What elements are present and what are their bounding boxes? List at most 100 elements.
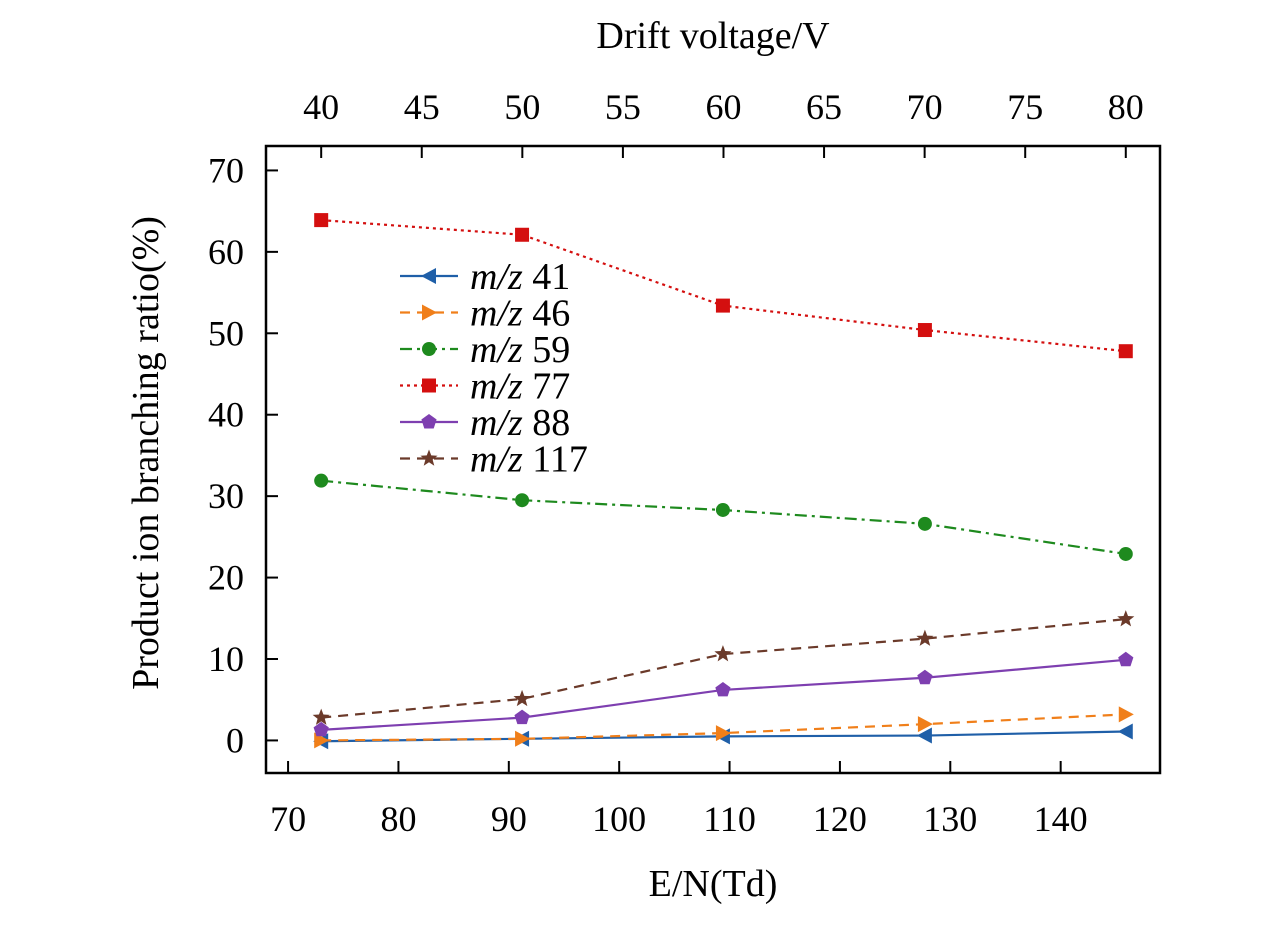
legend-label-italic: m/z	[470, 256, 523, 298]
series-line	[321, 479, 1126, 556]
x-tick-label: 100	[592, 799, 646, 839]
data-point	[515, 493, 530, 508]
legend-label-number: 117	[523, 439, 588, 481]
data-point	[917, 323, 932, 338]
data-point	[715, 725, 731, 742]
data-point	[916, 629, 934, 646]
top-tick-label: 50	[504, 87, 540, 127]
series-line	[321, 618, 1126, 719]
legend-label: m/z 46	[470, 293, 570, 335]
data-point	[715, 681, 731, 697]
legend: m/z 41m/z 46m/z 59m/z 77m/z 88m/z 117	[400, 256, 588, 481]
legend-label-italic: m/z	[470, 329, 523, 371]
legend-label: m/z 41	[470, 256, 570, 298]
legend-label-italic: m/z	[470, 402, 523, 444]
top-tick-label: 55	[605, 87, 641, 127]
y-axis-title: Product ion branching ratio(%)	[125, 216, 167, 690]
x-tick-label: 80	[380, 799, 416, 839]
y-tick-label: 60	[208, 232, 244, 272]
series-77	[314, 213, 1133, 359]
series-46	[314, 706, 1134, 749]
x-tick-label: 130	[923, 799, 977, 839]
legend-label: m/z 77	[470, 366, 570, 408]
data-point	[313, 721, 329, 737]
data-point	[1118, 344, 1133, 359]
x-axis-title: E/N(Td)	[649, 863, 778, 905]
legend-label-number: 46	[523, 293, 571, 335]
x-tick-label: 70	[270, 799, 306, 839]
plot-frame	[264, 144, 1162, 775]
legend-marker	[422, 304, 437, 321]
top-tick-label: 70	[907, 87, 943, 127]
legend-label-number: 59	[523, 329, 571, 371]
top-tick-label: 45	[404, 87, 440, 127]
x-tick-label: 90	[491, 799, 527, 839]
ticks-layer: 70 80 90 100 110 120 130 140 0 10 20 30 40 50 60 70 40 45…	[208, 87, 1144, 839]
series-layer	[312, 213, 1135, 750]
data-point	[917, 669, 933, 685]
data-point	[515, 730, 531, 747]
legend-label-number: 41	[523, 256, 571, 298]
data-point	[314, 213, 329, 228]
data-point	[314, 732, 330, 749]
legend-marker	[420, 449, 438, 466]
data-point	[1118, 546, 1133, 561]
x-tick-label: 110	[703, 799, 756, 839]
series-88	[313, 651, 1134, 737]
series-59	[314, 473, 1133, 561]
data-point	[1118, 651, 1134, 667]
top-tick-label: 60	[705, 87, 741, 127]
legend-marker	[421, 268, 436, 284]
series-117	[312, 610, 1135, 725]
y-tick-label: 0	[226, 720, 244, 760]
data-point	[714, 645, 732, 662]
data-point	[515, 227, 530, 242]
legend-label-italic: m/z	[470, 439, 523, 481]
legend-label: m/z 88	[470, 402, 570, 444]
legend-label-number: 77	[523, 366, 571, 408]
legend-entry: m/z 46	[400, 293, 570, 335]
y-tick-label: 70	[208, 150, 244, 190]
top-tick-label: 75	[1007, 87, 1043, 127]
y-tick-label: 30	[208, 476, 244, 516]
series-line	[321, 713, 1126, 742]
data-point	[916, 727, 932, 744]
legend-entry: m/z 41	[400, 256, 570, 298]
top-tick-label: 40	[303, 87, 339, 127]
data-point	[917, 716, 933, 733]
data-point	[513, 689, 531, 707]
legend-label-number: 88	[523, 402, 571, 444]
x-tick-label: 120	[813, 799, 867, 839]
top-tick-label: 65	[806, 87, 842, 127]
legend-marker	[421, 414, 437, 429]
legend-entry: m/z 77	[400, 366, 570, 408]
legend-entry: m/z 88	[400, 402, 570, 444]
data-point	[715, 502, 730, 517]
legend-label: m/z 117	[470, 439, 588, 481]
data-point	[1117, 610, 1135, 627]
y-tick-label: 50	[208, 313, 244, 353]
y-tick-label: 20	[208, 558, 244, 598]
legend-label-italic: m/z	[470, 293, 523, 335]
data-point	[514, 709, 530, 725]
legend-label: m/z 59	[470, 329, 570, 371]
top-tick-label: 80	[1108, 87, 1144, 127]
data-point	[312, 708, 330, 725]
y-tick-label: 10	[208, 639, 244, 679]
legend-marker	[422, 378, 436, 393]
data-point	[314, 473, 329, 488]
top-axis-title: Drift voltage/V	[596, 15, 830, 57]
legend-entry: m/z 59	[400, 329, 570, 371]
series-line	[321, 219, 1126, 353]
data-point	[1118, 706, 1134, 723]
data-point	[715, 298, 730, 313]
legend-label-italic: m/z	[470, 366, 523, 408]
y-tick-label: 40	[208, 395, 244, 435]
legend-entry: m/z 117	[400, 439, 588, 481]
x-tick-label: 140	[1034, 799, 1088, 839]
data-point	[917, 516, 932, 531]
data-point	[1117, 723, 1133, 740]
legend-marker	[422, 342, 436, 356]
